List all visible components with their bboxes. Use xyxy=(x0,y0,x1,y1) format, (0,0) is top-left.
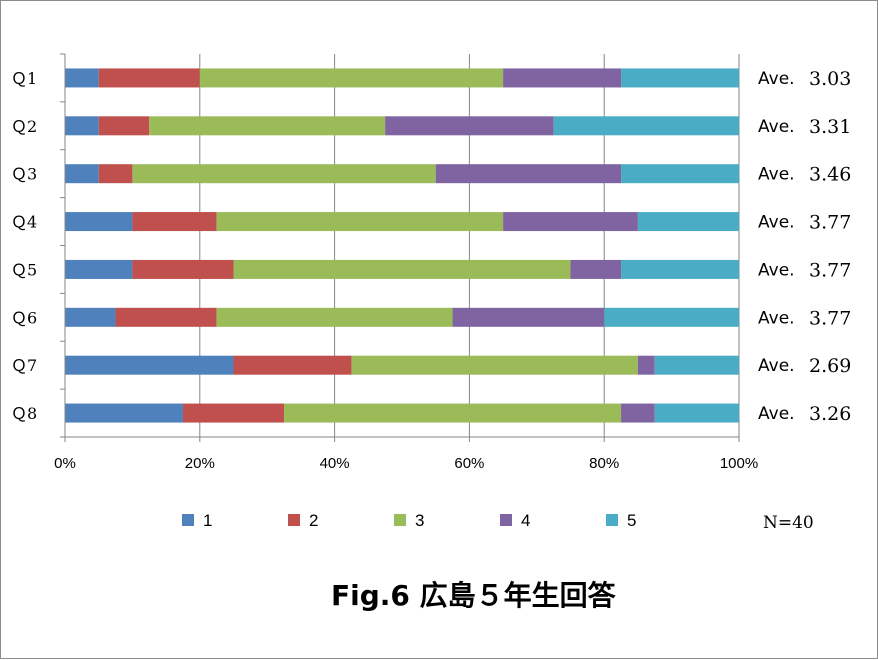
average-label: Ave. xyxy=(758,356,795,376)
average-labels: Ave. 3.03 Ave. 3.31 Ave. 3.46 Ave. 3.77 Ave. 3.77… xyxy=(758,68,851,425)
bar-segment xyxy=(233,259,571,279)
legend-swatch xyxy=(182,514,194,526)
x-tick-label: 20% xyxy=(185,455,215,472)
legend-label: 2 xyxy=(309,511,318,530)
bar-segment xyxy=(65,259,133,279)
bar-segment xyxy=(385,116,554,136)
average-value: 3.31 xyxy=(809,116,851,138)
average-value: 3.77 xyxy=(809,307,851,329)
bar-segment xyxy=(435,164,622,184)
category-label: Ｑ3 xyxy=(11,165,37,184)
bar-segment xyxy=(621,164,739,184)
bar-segment xyxy=(149,116,386,136)
legend-label: 5 xyxy=(627,511,636,530)
average-value: 3.77 xyxy=(809,212,851,234)
bar-segment xyxy=(621,403,655,423)
legend-swatch xyxy=(288,514,300,526)
bar-segment xyxy=(132,212,217,232)
bar-segment xyxy=(65,307,116,327)
bar-segment xyxy=(65,403,183,423)
figure-title: Fig.6 広島５年生回答 xyxy=(331,579,617,612)
bar-segment xyxy=(570,259,622,279)
bar-segment xyxy=(452,307,605,327)
category-label: Ｑ7 xyxy=(11,356,37,375)
bar-segment xyxy=(604,307,739,327)
average-label: Ave. xyxy=(758,260,795,280)
bar-segment xyxy=(284,403,622,423)
bar-segment xyxy=(654,403,739,423)
bar-segment xyxy=(65,68,99,88)
legend-swatch xyxy=(606,514,618,526)
legend-label: 4 xyxy=(521,511,530,530)
bar-segment xyxy=(503,212,638,232)
average-value: 3.46 xyxy=(809,164,851,186)
category-label: Ｑ6 xyxy=(11,308,37,327)
bar-segment xyxy=(98,164,133,184)
average-label: Ave. xyxy=(758,404,795,424)
bar-segment xyxy=(503,68,622,88)
bar-segment xyxy=(65,355,234,375)
bar-segment xyxy=(637,212,739,232)
category-label: Ｑ4 xyxy=(11,213,37,232)
bar-segment xyxy=(199,68,504,88)
bar-segment xyxy=(216,212,504,232)
legend-label: 3 xyxy=(415,511,424,530)
average-label: Ave. xyxy=(758,308,795,328)
x-tick-label: 0% xyxy=(54,455,76,472)
bar-segment xyxy=(115,307,217,327)
bar-segment xyxy=(351,355,638,375)
category-label: Ｑ5 xyxy=(11,260,37,279)
axes xyxy=(60,53,740,442)
bar-segment xyxy=(98,68,200,88)
average-label: Ave. xyxy=(758,117,795,137)
x-tick-label: 60% xyxy=(454,455,484,472)
legend-swatch xyxy=(394,514,406,526)
bar-segment xyxy=(637,355,655,375)
average-label: Ave. xyxy=(758,69,795,89)
x-tick-labels: 0% 20% 40% 60% 80% 100% xyxy=(54,455,758,472)
bar-segment xyxy=(553,116,739,136)
category-labels: Ｑ1 Ｑ2 Ｑ3 Ｑ4 Ｑ5 Ｑ6 Ｑ7 Ｑ8 xyxy=(11,69,37,423)
average-value: 3.26 xyxy=(809,403,851,425)
x-tick-label: 40% xyxy=(320,455,350,472)
gridlines xyxy=(199,54,740,437)
bar-segment xyxy=(65,212,133,232)
x-tick-label: 100% xyxy=(720,455,758,472)
average-label: Ave. xyxy=(758,165,795,185)
bar-segment xyxy=(182,403,285,423)
bar-segment xyxy=(621,259,739,279)
category-label: Ｑ1 xyxy=(11,69,37,88)
average-value: 3.77 xyxy=(809,259,851,281)
bar-segment xyxy=(654,355,739,375)
bar-segment xyxy=(132,259,234,279)
category-label: Ｑ8 xyxy=(11,404,37,423)
bars xyxy=(65,68,739,423)
average-value: 3.03 xyxy=(809,68,851,90)
bar-segment xyxy=(98,116,150,136)
average-label: Ave. xyxy=(758,213,795,233)
legend-label: 1 xyxy=(203,511,212,530)
bar-segment xyxy=(65,164,99,184)
legend-swatch xyxy=(500,514,512,526)
bar-segment xyxy=(65,116,99,136)
average-value: 2.69 xyxy=(809,355,851,377)
bar-segment xyxy=(132,164,436,184)
bar-segment xyxy=(233,355,352,375)
bar-segment xyxy=(621,68,739,88)
legend: 1 2 3 4 5 xyxy=(182,511,636,530)
bar-segment xyxy=(216,307,453,327)
n-label: N=40 xyxy=(763,513,814,533)
category-label: Ｑ2 xyxy=(11,117,37,136)
x-tick-label: 80% xyxy=(589,455,619,472)
